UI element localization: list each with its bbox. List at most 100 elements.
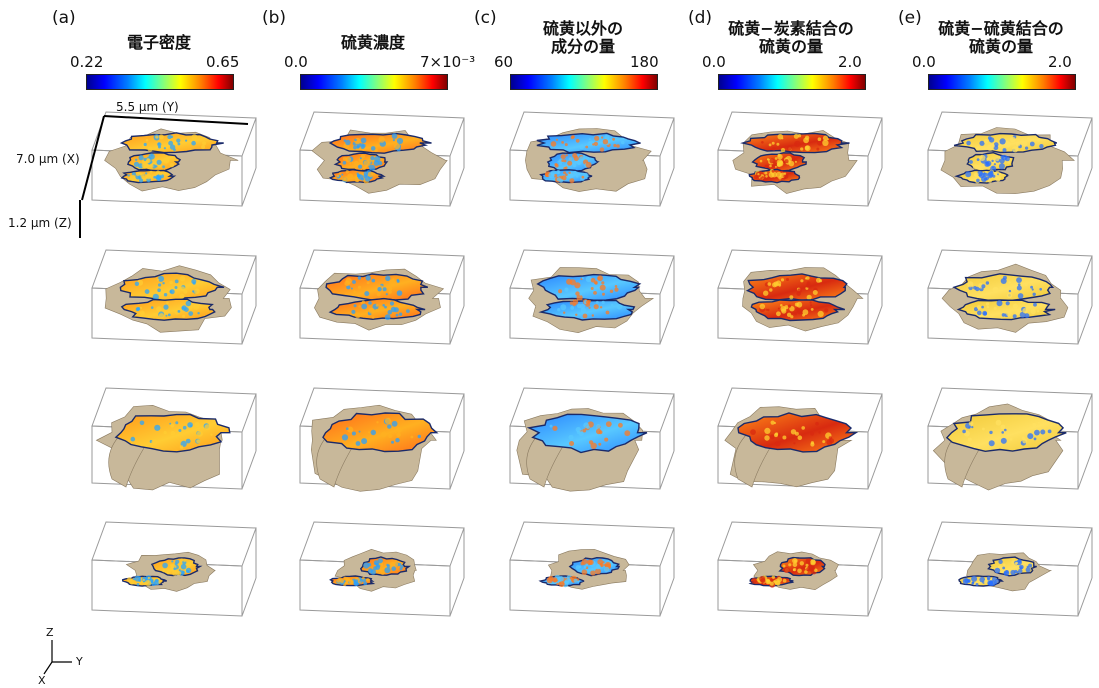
slice-speckle xyxy=(810,559,816,565)
slice-speckle xyxy=(132,577,136,581)
slice-speckle xyxy=(585,145,589,149)
slice-speckle xyxy=(135,307,140,312)
slice-speckle xyxy=(987,178,992,183)
slice-speckle xyxy=(204,424,211,431)
slice-speckle xyxy=(185,300,192,307)
slice-speckle xyxy=(986,144,994,151)
slice-speckle xyxy=(579,156,584,161)
slice-speckle xyxy=(384,314,391,321)
colorbar-min-label: 0.0 xyxy=(912,53,936,71)
slice-speckle xyxy=(158,579,162,584)
slice-speckle xyxy=(591,568,594,571)
slice-speckle xyxy=(797,435,803,441)
slice-speckle xyxy=(572,153,578,158)
slice-speckle xyxy=(613,143,617,148)
slice-speckle xyxy=(962,429,966,434)
slice-speckle xyxy=(163,147,166,150)
slice-speckle xyxy=(557,171,560,174)
slice-speckle xyxy=(378,136,385,143)
slice-speckle xyxy=(579,144,585,150)
slice-speckle xyxy=(596,424,601,429)
slice-speckle xyxy=(769,581,774,586)
slice-speckle xyxy=(156,306,162,312)
slice-speckle xyxy=(586,436,589,439)
slice-speckle xyxy=(180,563,187,570)
slice-speckle xyxy=(1032,422,1037,427)
slice-speckle xyxy=(816,147,820,151)
slice-speckle xyxy=(169,280,173,285)
slice-speckle xyxy=(790,429,797,435)
slice-speckle xyxy=(767,158,770,161)
slice-speckle xyxy=(385,293,388,296)
slice-speckle xyxy=(983,139,989,144)
slice-speckle xyxy=(396,432,401,438)
slice-map xyxy=(956,299,1056,321)
slice-speckle xyxy=(393,562,399,567)
slice-speckle xyxy=(568,171,571,174)
slice-speckle xyxy=(1008,281,1011,284)
slice-speckle xyxy=(150,306,154,309)
slice-speckle xyxy=(565,154,568,157)
colorbar-max-label: 7×10⁻³ xyxy=(420,53,476,71)
colorbar-min-label: 0.22 xyxy=(70,53,104,71)
slice-speckle xyxy=(1017,283,1021,286)
slice-speckle xyxy=(144,579,152,587)
slice-map xyxy=(322,412,439,453)
slice-speckle xyxy=(564,579,570,585)
slice-speckle xyxy=(614,287,619,292)
slice-speckle xyxy=(593,304,599,310)
column-e: (e) 硫黄−硫黄結合の 硫黄の量 0.0 2.0 xyxy=(898,0,1099,688)
colorbar-max-label: 2.0 xyxy=(838,53,862,71)
slice-speckle xyxy=(1037,137,1041,142)
slice-speckle xyxy=(380,431,387,438)
slice-speckle xyxy=(1006,292,1013,299)
slice-speckle xyxy=(1015,142,1021,147)
slice-speckle xyxy=(794,140,801,148)
slice-speckle xyxy=(163,293,168,297)
slice-speckle xyxy=(988,137,995,143)
slice-speckle xyxy=(609,289,614,293)
slice-speckle xyxy=(777,154,783,160)
colorbar-title-line: 電子密度 xyxy=(126,33,191,52)
slice-speckle xyxy=(145,172,148,175)
slice-speckle xyxy=(771,146,776,151)
colorbar-title: 電子密度 xyxy=(86,34,232,52)
slice-speckle xyxy=(139,420,145,426)
slice-speckle xyxy=(597,276,601,280)
slice-speckle xyxy=(396,278,400,282)
slice-speckle xyxy=(598,442,602,446)
slice-speckle xyxy=(828,436,832,440)
slice-speckle xyxy=(810,442,815,447)
panel-d-4 xyxy=(717,521,883,617)
slice-speckle xyxy=(1039,287,1042,291)
slice-speckle xyxy=(791,156,795,160)
slice-speckle xyxy=(193,303,200,310)
slice-speckle xyxy=(392,278,395,281)
slice-speckle xyxy=(181,305,187,311)
slice-speckle xyxy=(133,161,140,167)
slice-speckle xyxy=(561,175,567,181)
slice-speckle xyxy=(569,576,573,580)
slice-speckle xyxy=(145,159,150,163)
slice-speckle xyxy=(822,139,829,146)
slice-speckle xyxy=(770,578,774,582)
slice-speckle xyxy=(390,306,397,313)
slice-speckle xyxy=(1027,137,1031,141)
slice-speckle xyxy=(143,157,147,162)
colorbar-title-line: 硫黄以外の xyxy=(542,19,623,38)
slice-speckle xyxy=(605,310,610,315)
slice-speckle xyxy=(1033,437,1037,441)
slice-speckle xyxy=(783,173,789,179)
slice-speckle xyxy=(593,291,597,295)
slice-speckle xyxy=(339,578,344,584)
slice-speckle xyxy=(367,171,374,178)
slice-speckle xyxy=(350,287,353,290)
slice-speckle xyxy=(822,135,829,141)
slice-speckle xyxy=(371,278,376,283)
slice-speckle xyxy=(995,176,1001,182)
slice-speckle xyxy=(357,276,362,280)
slice-speckle xyxy=(977,310,982,316)
slice-speckle xyxy=(794,160,798,163)
box-edge xyxy=(1077,305,1093,345)
slice-speckle xyxy=(792,562,798,568)
